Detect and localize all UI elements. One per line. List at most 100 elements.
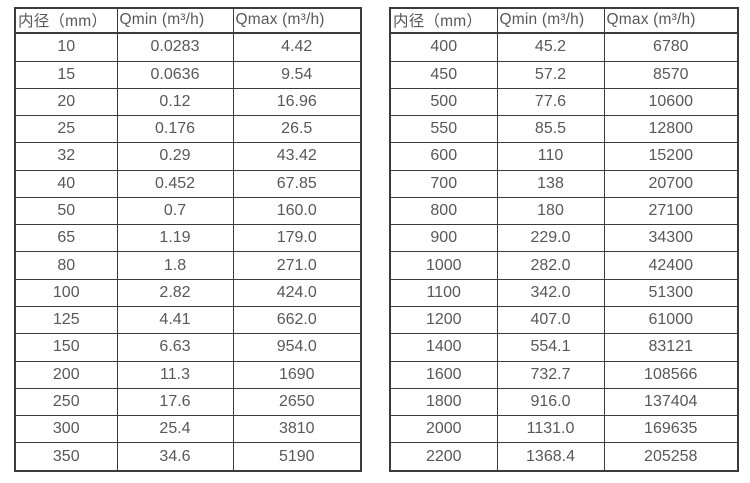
table-cell: 1000 [389,251,498,280]
header-row: 内径（mm） Qmin (m³/h) Qmax (m³/h) [14,7,362,34]
table-cell: 200 [14,360,118,389]
table-cell: 0.0636 [116,60,234,89]
table-cell: 1690 [232,360,362,389]
table-cell: 4.41 [116,306,234,335]
table-cell: 51300 [603,278,739,308]
table-row: 700 138 20700 [389,169,739,198]
table-cell: 0.0283 [116,32,234,62]
table-cell: 1.8 [116,251,234,280]
table-cell: 179.0 [232,224,362,253]
table-cell: 26.5 [232,115,362,144]
table-cell: 137404 [603,387,739,417]
table-cell: 150 [14,333,118,362]
table-row: 1600 732.7 108566 [389,360,739,389]
table-cell: 67.85 [232,169,362,198]
table-cell: 1200 [389,306,498,335]
table-cell: 662.0 [232,306,362,335]
table-cell: 61000 [603,306,739,335]
table-cell: 1.19 [116,224,234,253]
column-header: 内径（mm） [389,7,498,34]
table-cell: 77.6 [496,87,605,117]
table-row: 10 0.0283 4.42 [14,32,362,62]
flow-range-table-large-diameters: 内径（mm） Qmin (m³/h) Qmax (m³/h) 400 45.2 6780… [389,7,739,472]
table-cell: 83121 [603,333,739,362]
table-cell: 40 [14,169,118,198]
table-cell: 15 [14,60,118,89]
table-row: 50 0.7 160.0 [14,196,362,226]
table-cell: 1600 [389,360,498,389]
table-row: 600 110 15200 [389,142,739,171]
table-cell: 600 [389,142,498,171]
table-cell: 916.0 [496,387,605,417]
table-cell: 2200 [389,442,498,472]
table-cell: 400 [389,32,498,62]
table-row: 250 17.6 2650 [14,387,362,417]
table-cell: 1800 [389,387,498,417]
table-row: 20 0.12 16.96 [14,87,362,117]
table-cell: 4.42 [232,32,362,62]
table-row: 1200 407.0 61000 [389,306,739,335]
table-row: 450 57.2 8570 [389,60,739,89]
table-cell: 10600 [603,87,739,117]
table-cell: 1100 [389,278,498,308]
table-cell: 17.6 [116,387,234,417]
table-cell: 10 [14,32,118,62]
table-cell: 900 [389,224,498,253]
table-cell: 32 [14,142,118,171]
table-cell: 1368.4 [496,442,605,472]
table-cell: 9.54 [232,60,362,89]
table-cell: 0.452 [116,169,234,198]
table-cell: 2000 [389,415,498,444]
table-cell: 0.29 [116,142,234,171]
table-cell: 34.6 [116,442,234,472]
table-cell: 0.7 [116,196,234,226]
flow-range-table-small-diameters: 内径（mm） Qmin (m³/h) Qmax (m³/h) 10 0.0283 4.4… [14,7,362,472]
table-cell: 11.3 [116,360,234,389]
column-header: Qmax (m³/h) [232,7,362,34]
table-cell: 180 [496,196,605,226]
table-row: 1000 282.0 42400 [389,251,739,280]
table-cell: 45.2 [496,32,605,62]
table-row: 1100 342.0 51300 [389,278,739,308]
table-cell: 282.0 [496,251,605,280]
table-cell: 554.1 [496,333,605,362]
table-cell: 2.82 [116,278,234,308]
table-cell: 20 [14,87,118,117]
table-cell: 50 [14,196,118,226]
table-cell: 0.12 [116,87,234,117]
table-cell: 500 [389,87,498,117]
table-cell: 3810 [232,415,362,444]
table-row: 400 45.2 6780 [389,32,739,62]
table-cell: 450 [389,60,498,89]
table-cell: 424.0 [232,278,362,308]
table-cell: 2650 [232,387,362,417]
table-row: 350 34.6 5190 [14,442,362,472]
table-row: 25 0.176 26.5 [14,115,362,144]
table-row: 1800 916.0 137404 [389,387,739,417]
table-row: 900 229.0 34300 [389,224,739,253]
column-header: 内径（mm） [14,7,118,34]
table-cell: 15200 [603,142,739,171]
column-header: Qmin (m³/h) [496,7,605,34]
table-cell: 110 [496,142,605,171]
table-cell: 138 [496,169,605,198]
header-row: 内径（mm） Qmin (m³/h) Qmax (m³/h) [389,7,739,34]
table-cell: 20700 [603,169,739,198]
table-row: 125 4.41 662.0 [14,306,362,335]
table-cell: 25 [14,115,118,144]
table-cell: 271.0 [232,251,362,280]
table-cell: 169635 [603,415,739,444]
table-row: 32 0.29 43.42 [14,142,362,171]
table-cell: 34300 [603,224,739,253]
table-row: 200 11.3 1690 [14,360,362,389]
table-cell: 27100 [603,196,739,226]
table-row: 2000 1131.0 169635 [389,415,739,444]
table-cell: 43.42 [232,142,362,171]
table-row: 1400 554.1 83121 [389,333,739,362]
table-cell: 954.0 [232,333,362,362]
table-cell: 42400 [603,251,739,280]
table-row: 2200 1368.4 205258 [389,442,739,472]
table-cell: 108566 [603,360,739,389]
table-row: 100 2.82 424.0 [14,278,362,308]
